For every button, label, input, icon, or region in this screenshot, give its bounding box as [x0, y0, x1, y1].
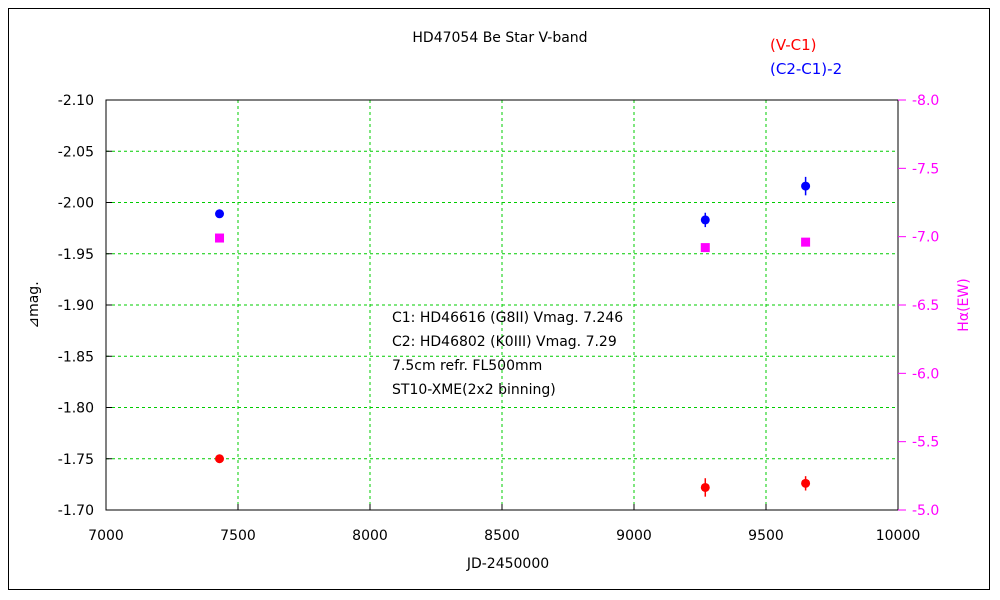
y-tick-label: -1.85: [58, 349, 94, 365]
y-tick-label: -1.90: [58, 298, 94, 314]
x-tick-label: 9000: [616, 528, 652, 544]
x-tick-label: 9500: [748, 528, 784, 544]
y-tick-label: -1.75: [58, 452, 94, 468]
data-point-square: [801, 237, 811, 247]
legend-entry-v-c1: (V-C1): [770, 36, 817, 54]
y2-tick-label: -7.5: [912, 161, 939, 177]
x-tick-label: 8500: [484, 528, 520, 544]
chart-title: HD47054 Be Star V-band: [412, 30, 587, 46]
y2-tick-label: -6.5: [912, 298, 939, 314]
y2-tick-label: -5.5: [912, 435, 939, 451]
data-point: [801, 478, 811, 488]
y2-tick-label: -8.0: [912, 93, 939, 109]
y2-tick-label: -5.0: [912, 503, 939, 519]
y-axis-label: ⊿mag.: [26, 281, 42, 328]
y2-tick-label: -6.0: [912, 366, 939, 382]
data-point-square: [215, 233, 225, 243]
x-axis-label: JD-2450000: [466, 556, 549, 572]
y-tick-label: -2.10: [58, 93, 94, 109]
y2-axis-label: Hα(EW): [956, 278, 972, 331]
data-point: [215, 209, 225, 219]
data-point: [700, 482, 710, 492]
y2-tick-label: -7.0: [912, 230, 939, 246]
y-tick-label: -1.70: [58, 503, 94, 519]
x-tick-label: 10000: [876, 528, 921, 544]
x-tick-label: 7500: [220, 528, 256, 544]
data-point: [801, 181, 811, 191]
y-tick-label: -1.95: [58, 247, 94, 263]
y-tick-label: -2.00: [58, 196, 94, 212]
legend-entry-c2-c1: (C2-C1)-2: [770, 60, 842, 78]
data-point: [700, 215, 710, 225]
annotation-line: C1: HD46616 (G8II) Vmag. 7.246: [392, 310, 623, 326]
data-point: [215, 454, 225, 464]
grid-lines: [106, 100, 898, 510]
y-tick-label: -2.05: [58, 144, 94, 160]
data-marks: [215, 176, 811, 497]
annotation-line: 7.5cm refr. FL500mm: [392, 358, 542, 374]
annotation-line: C2: HD46802 (K0III) Vmag. 7.29: [392, 334, 617, 350]
axis-ticks: 7000 7500 8000 8500 9000 9500 10000 -2.10 -2.05 -…: [58, 93, 940, 544]
x-tick-label: 7000: [88, 528, 124, 544]
chart-frame: [8, 8, 990, 590]
data-point-square: [700, 243, 710, 253]
annotation-line: ST10-XME(2x2 binning): [392, 382, 556, 398]
y-tick-label: -1.80: [58, 401, 94, 417]
x-tick-label: 8000: [352, 528, 388, 544]
